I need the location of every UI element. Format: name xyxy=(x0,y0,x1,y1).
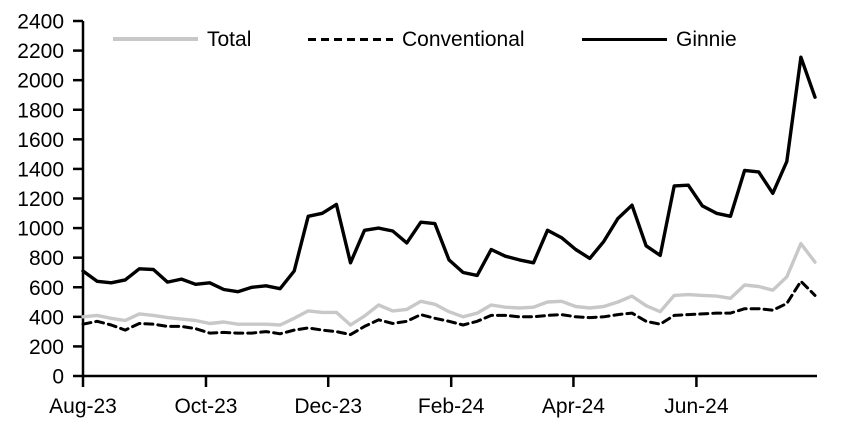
series-line-conventional xyxy=(81,279,817,337)
total-line-swatch-icon xyxy=(113,37,198,41)
y-tick-label: 2000 xyxy=(17,70,64,93)
series-line-total xyxy=(81,241,817,327)
legend-label-total: Total xyxy=(207,27,252,51)
x-tick-label: Dec-23 xyxy=(294,395,362,418)
y-tick-label: 2200 xyxy=(17,40,64,63)
y-tick-label: 600 xyxy=(29,277,64,300)
series-line-ginnie xyxy=(81,55,817,294)
y-tick-label: 1400 xyxy=(17,158,64,181)
legend-item-ginnie: Ginnie xyxy=(582,27,737,51)
x-tick-label: Aug-23 xyxy=(49,395,117,418)
y-tick-label: 800 xyxy=(29,247,64,270)
y-tick-label: 200 xyxy=(29,336,64,359)
x-tick-label: Jun-24 xyxy=(664,395,729,418)
y-tick-label: 1200 xyxy=(17,188,64,211)
y-tick-label: 400 xyxy=(29,306,64,329)
y-tick-label: 2400 xyxy=(17,11,64,34)
legend-item-conventional: Conventional xyxy=(308,27,525,51)
y-tick-label: 0 xyxy=(52,366,64,389)
x-tick-label: Feb-24 xyxy=(418,395,485,418)
x-tick-label: Apr-24 xyxy=(542,395,605,418)
legend-label-ginnie: Ginnie xyxy=(676,27,737,51)
y-tick-label: 1000 xyxy=(17,218,64,241)
legend-item-total: Total xyxy=(113,27,251,51)
conventional-line-swatch-icon xyxy=(308,37,393,41)
y-tick-label: 1800 xyxy=(17,99,64,122)
y-tick-label: 1600 xyxy=(17,129,64,152)
ginnie-line-swatch-icon xyxy=(582,37,667,41)
x-tick-label: Oct-23 xyxy=(174,395,237,418)
legend-label-conventional: Conventional xyxy=(402,27,525,51)
